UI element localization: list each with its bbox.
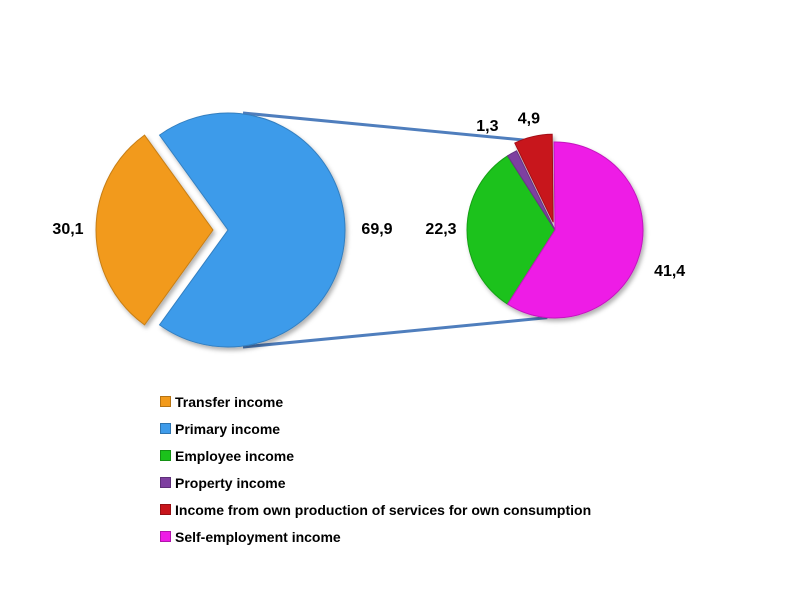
legend-item-self-employment-income: Self-employment income	[160, 523, 591, 550]
legend-label: Property income	[175, 474, 286, 491]
slice-employee-income	[466, 155, 556, 305]
legend-label: Income from own production of services f…	[175, 501, 592, 518]
legend-item-primary-income: Primary income	[160, 415, 591, 442]
legend: Transfer income Primary income Employee in…	[160, 388, 591, 550]
legend-item-property-income: Property income	[160, 469, 591, 496]
pie-of-pie-chart: 30,1 69,9 22,3 1,3 4,9 41,4	[52, 110, 685, 349]
legend-label: Primary income	[175, 420, 281, 437]
legend-swatch	[160, 531, 171, 542]
data-labels: 30,1 69,9 22,3 1,3 4,9 41,4	[52, 110, 685, 280]
legend-item-transfer-income: Transfer income	[160, 388, 591, 415]
main-pie	[95, 112, 346, 348]
legend-item-income-from-own-production-of-services-for-own-consumption: Income from own production of services f…	[160, 496, 591, 523]
legend-swatch	[160, 477, 171, 488]
connector-bottom	[242, 316, 548, 349]
label-self-employment-income: 41,4	[654, 263, 685, 280]
label-primary-income: 69,9	[361, 221, 392, 238]
label-income-from-own-production-of-services-for-own-consumption: 4,9	[518, 110, 540, 127]
label-employee-income: 22,3	[425, 221, 456, 238]
legend-swatch	[160, 504, 171, 515]
legend-label: Self-employment income	[175, 528, 341, 545]
legend-label: Transfer income	[175, 393, 284, 410]
slice-primary-income	[158, 112, 346, 348]
legend-item-employee-income: Employee income	[160, 442, 591, 469]
slice-income-from-own-production-of-services-for-own-consumption	[514, 133, 554, 223]
slice-property-income	[506, 150, 556, 231]
legend-label: Employee income	[175, 447, 295, 464]
legend-swatch	[160, 423, 171, 434]
connector-top	[242, 111, 548, 144]
legend-swatch	[160, 450, 171, 461]
secondary-pie	[466, 133, 644, 319]
slice-self-employment-income	[506, 141, 644, 319]
label-transfer-income: 30,1	[52, 221, 83, 238]
connector-lines	[242, 111, 548, 349]
label-property-income: 1,3	[476, 118, 498, 135]
legend-swatch	[160, 396, 171, 407]
slice-transfer-income	[95, 134, 214, 326]
